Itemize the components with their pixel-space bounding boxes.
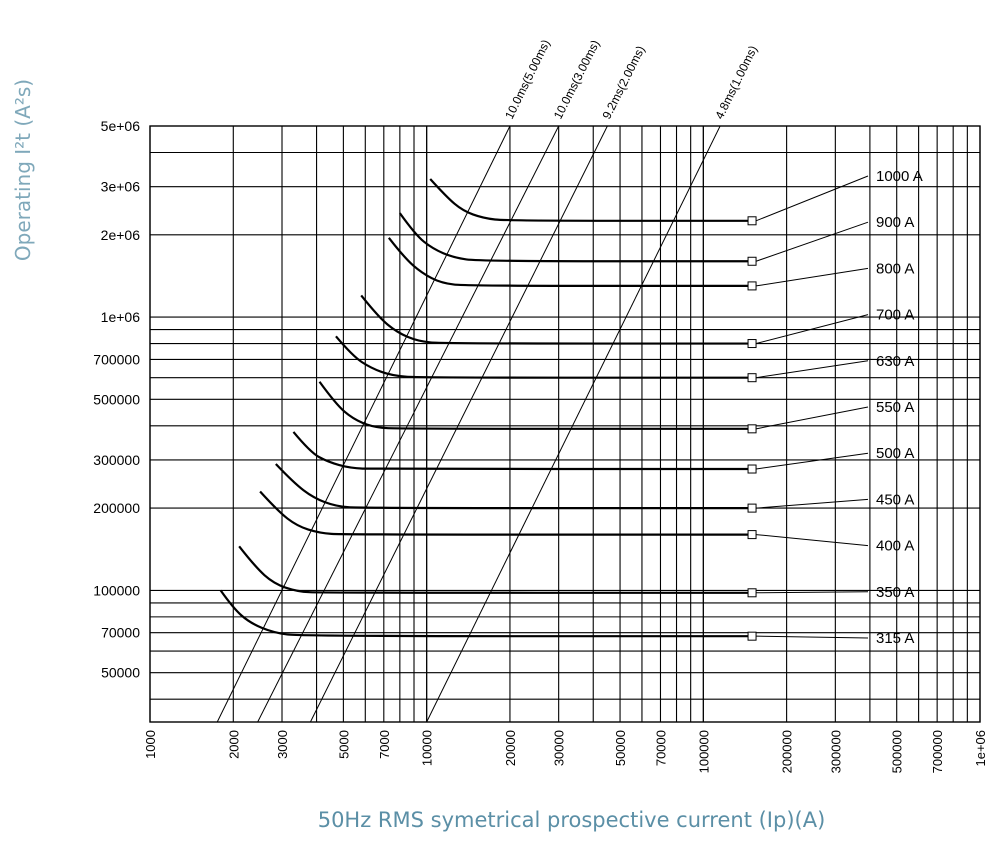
x-tick-label: 10000 [420,730,435,766]
leader-line [756,635,869,639]
x-tick-label: 700000 [930,730,945,773]
curve-label: 800 A [876,260,914,277]
y-tick-label: 500000 [93,391,140,407]
fuse-curve [387,237,753,288]
x-tick-label: 500000 [890,730,905,773]
x-tick-label: 1e+06 [973,730,988,767]
x-tick-label: 300000 [828,730,843,773]
y-tick-label: 3e+06 [101,179,141,195]
y-tick-label: 100000 [93,582,140,598]
x-tick-label: 7000 [377,730,392,759]
curve-label: 700 A [876,307,914,324]
x-tick-label: 30000 [552,730,567,766]
curve-label: 1000 A [876,168,923,185]
leader-line [755,314,869,345]
curve-end-marker [747,281,757,291]
x-tick-label: 3000 [275,730,290,759]
y-tick-label: 50000 [101,665,140,681]
x-tick-label: 100000 [696,730,711,773]
fuse-curve [429,178,753,222]
curve-labels: 1000 A 900 A 800 A 700 A 630 A 550 A 500 A 450 … [747,168,923,647]
curve-end-marker [747,373,757,383]
reference-line [257,126,560,722]
curve-end-marker [747,588,757,598]
leader-line [755,360,869,379]
curve-label: 500 A [876,445,914,462]
curve-end-marker [747,530,757,540]
y-axis-label: Operating I²t (A²s) [11,78,35,262]
y-tick-label: 1e+06 [101,309,141,325]
curve-label: 400 A [876,538,914,555]
fuse-curve [318,381,753,430]
x-tick-label: 1000 [143,730,158,759]
leader-line [756,534,869,547]
leader-line [756,591,869,594]
leader-line [755,267,869,287]
y-tick-labels: 5e+06 3e+06 2e+06 1e+06 700000 500000 300000 20… [93,118,140,681]
leader-line [755,221,869,262]
fuse-curve [275,463,753,510]
curve-end-marker [747,464,757,474]
curve-label: 350 A [876,584,914,601]
curve-end-marker [747,216,757,226]
fuse-curve [292,431,753,471]
leader-line [755,406,869,430]
plot-frame [149,125,981,723]
x-tick-label: 200000 [780,730,795,773]
curve-label: 630 A [876,353,914,370]
x-tick-label: 5000 [336,730,351,759]
x-tick-labels: 1000 2000 3000 5000 7000 10000 20000 30000 50000… [143,730,988,773]
fuse-curve [238,545,753,594]
x-tick-label: 2000 [226,730,241,759]
fuse-curves [219,178,753,638]
grid [149,125,981,722]
reference-line-label: 4.8ms(1.00ms) [712,43,760,121]
y-tick-label: 200000 [93,500,140,516]
y-tick-label: 300000 [93,452,140,468]
reference-line-label: 9.2ms(2.00ms) [600,43,648,121]
leader-line [755,452,869,470]
reference-line [426,126,721,722]
reference-line-label: 10.0ms(3.00ms) [551,38,603,122]
curve-end-marker [747,503,757,513]
curve-label: 900 A [876,214,914,231]
curve-label: 550 A [876,399,914,416]
fuse-curve [335,335,753,379]
curve-label: 315 A [876,630,914,647]
x-tick-label: 50000 [613,730,628,766]
fuse-curve [259,490,753,536]
reference-line [309,126,608,722]
curve-label: 450 A [876,491,914,508]
y-tick-label: 70000 [101,625,140,641]
y-tick-label: 700000 [93,351,140,367]
fuse-curve [219,589,753,638]
curve-end-marker [747,256,757,266]
fuse-curve [398,212,753,263]
leader-line [756,498,869,509]
reference-labels: 10.0ms(5.00ms)10.0ms(3.00ms)9.2ms(2.00ms… [502,37,760,121]
leader-line [755,175,869,222]
fuse-curve [360,294,753,345]
x-axis-label: 50Hz RMS symetrical prospective current … [317,808,826,832]
x-tick-label: 70000 [653,730,668,766]
y-tick-label: 5e+06 [101,118,141,134]
curve-end-marker [747,339,757,349]
curve-end-marker [747,631,757,641]
curve-end-marker [747,424,757,434]
x-tick-label: 20000 [503,730,518,766]
y-tick-label: 2e+06 [101,227,141,243]
reference-line-label: 10.0ms(5.00ms) [502,37,553,121]
